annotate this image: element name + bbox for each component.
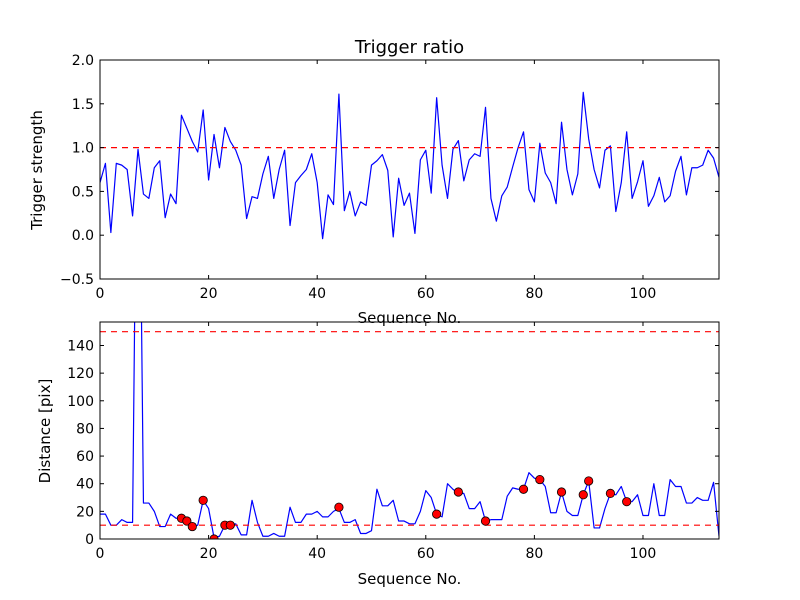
y-tick-label: 80 (76, 421, 94, 437)
marker-point (453, 487, 463, 497)
y-axis-label: Distance [pix] (36, 379, 54, 484)
x-tick-label: 20 (200, 286, 218, 302)
y-tick-label: 0.5 (72, 184, 94, 200)
x-tick-label: 0 (96, 546, 105, 562)
y-tick-label: 0.0 (72, 228, 94, 244)
marker-point (578, 490, 588, 500)
trigger-ratio-panel: Trigger ratio 0 20 40 60 80 100 −0.5 0.0 0.5 1.0 1… (28, 37, 720, 327)
y-tick-label: 0 (85, 532, 94, 548)
marker-point (480, 516, 491, 526)
y-tick-label: 1.5 (72, 97, 94, 113)
plot-area-frame (99, 321, 720, 540)
marker-point (225, 520, 235, 530)
x-tick-label: 60 (417, 286, 435, 302)
y-tick-label: 20 (76, 504, 94, 520)
x-axis-label: Sequence No. (358, 570, 462, 588)
marker-point (622, 497, 632, 507)
y-tick-label: 120 (67, 366, 94, 382)
x-tick-label: 60 (417, 546, 435, 562)
marker-point (605, 488, 616, 498)
marker-point (198, 495, 208, 505)
x-tick-label: 0 (96, 286, 105, 302)
x-tick-label: 80 (525, 286, 543, 302)
distance-panel: 0 20 40 60 80 100 0 20 40 60 80 100 120 140 Sequence … (36, 321, 720, 588)
x-tick-label: 40 (308, 546, 326, 562)
plot-area-frame (99, 59, 720, 280)
x-tick-label: 80 (525, 546, 543, 562)
x-axis-label: Sequence No. (358, 309, 462, 327)
series-line-0 (100, 91, 719, 240)
x-tick-label: 100 (630, 546, 657, 562)
marker-point (187, 521, 197, 532)
y-tick-label: 140 (67, 338, 94, 354)
y-tick-label: 40 (76, 477, 94, 493)
y-tick-label: 60 (76, 449, 94, 465)
marker-point (584, 476, 594, 486)
y-tick-label: −0.5 (60, 272, 94, 288)
series-line-0 (100, 322, 719, 539)
y-axis-label: Trigger strength (28, 110, 46, 231)
marker-point (334, 502, 344, 512)
y-tick-label: 2.0 (72, 53, 94, 69)
marker-point (182, 516, 192, 526)
chart-title: Trigger ratio (354, 37, 464, 58)
marker-point (518, 484, 529, 494)
x-tick-label: 40 (308, 286, 326, 302)
marker-point (535, 474, 545, 485)
marker-point (556, 487, 567, 497)
x-tick-label: 20 (200, 546, 218, 562)
x-tick-label: 100 (630, 286, 657, 302)
y-tick-label: 1.0 (72, 141, 94, 157)
y-tick-label: 100 (67, 394, 94, 410)
marker-point (432, 509, 442, 519)
